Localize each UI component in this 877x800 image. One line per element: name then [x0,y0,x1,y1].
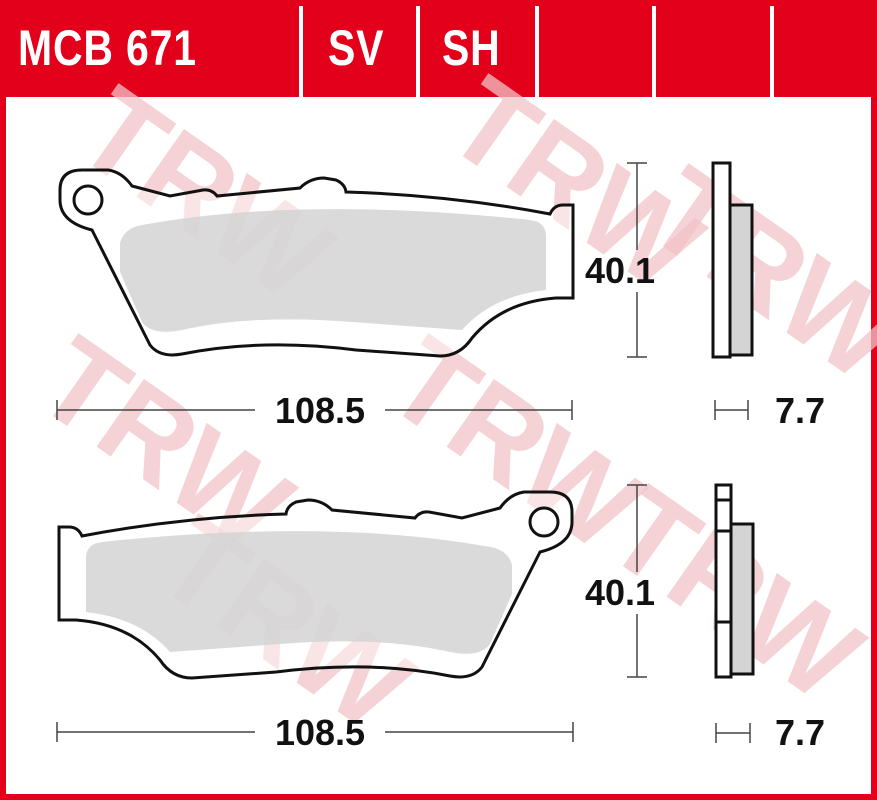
header-column-sh: SH [442,20,501,76]
width-label: 108.5 [275,712,365,753]
mounting-hole [72,184,104,216]
height-dimension-top [627,162,647,358]
brake-pad-bottom [57,490,574,680]
thickness-dimension-bottom [715,723,751,743]
header-divider [770,6,774,97]
part-number: MCB 671 [18,20,197,76]
width-label: 108.5 [275,390,365,431]
side-view-top [711,161,754,359]
header-divider [416,6,420,97]
header-divider [535,6,539,97]
thickness-dimension-top [714,400,749,420]
header-divider [652,6,656,97]
thickness-label: 7.7 [775,390,825,431]
header-bar: MCB 671 SV SH [0,0,877,97]
drawing-area: TRW TRW TRW TRW TRW TRW TRW [6,52,877,794]
height-label: 40.1 [585,250,655,291]
header-column-sv: SV [328,20,385,76]
height-label: 40.1 [585,572,655,613]
friction-material [120,209,546,332]
header-divider [299,6,303,97]
thickness-label: 7.7 [775,712,825,753]
brake-pad-top [58,168,575,358]
side-view-bottom [714,483,755,679]
mounting-hole [528,506,560,538]
friction-material [86,531,512,654]
height-dimension-bottom [627,484,647,678]
width-dimension-bottom [56,722,574,742]
width-dimension-top [56,400,573,420]
